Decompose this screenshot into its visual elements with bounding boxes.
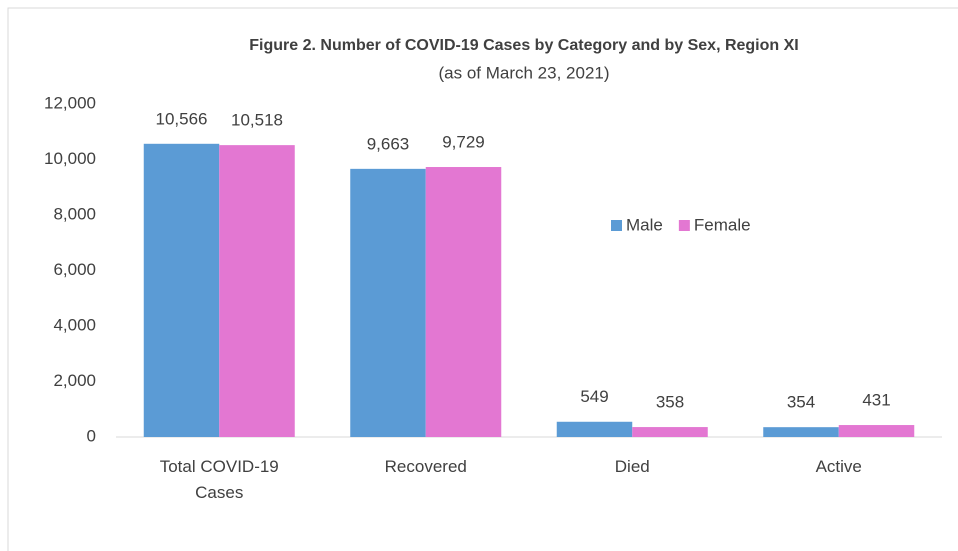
data-label: 358 — [656, 393, 684, 412]
chart-subtitle: (as of March 23, 2021) — [438, 63, 609, 82]
x-tick-label: Died — [614, 457, 650, 476]
data-label: 10,566 — [156, 109, 208, 128]
data-label: 431 — [862, 391, 890, 410]
bar — [556, 421, 633, 437]
data-label: 10,518 — [231, 111, 283, 130]
y-tick-label: 4,000 — [53, 315, 96, 334]
legend-swatch — [678, 220, 690, 231]
bar — [632, 427, 708, 437]
bar — [763, 427, 839, 437]
bar — [425, 167, 502, 437]
bar — [350, 168, 426, 437]
y-tick-label: 10,000 — [44, 149, 96, 168]
y-tick-label: 6,000 — [53, 260, 96, 279]
chart-border — [7, 7, 958, 551]
y-tick-label: 0 — [87, 426, 96, 445]
legend-swatch — [611, 220, 622, 231]
x-tick-label: Recovered — [384, 457, 467, 476]
bar — [838, 425, 915, 437]
data-label: 354 — [787, 393, 815, 412]
y-tick-label: 12,000 — [44, 93, 96, 112]
data-label: 9,729 — [442, 133, 485, 152]
bar — [143, 143, 220, 437]
bar — [219, 145, 295, 438]
x-tick-label: Active — [815, 457, 862, 476]
chart-title: Figure 2. Number of COVID-19 Cases by Ca… — [249, 37, 798, 54]
data-label: 9,663 — [367, 134, 410, 153]
legend-label: Female — [694, 215, 751, 234]
x-tick-label: Total COVID-19 Cases — [159, 457, 279, 502]
y-tick-label: 8,000 — [53, 204, 96, 223]
data-label: 549 — [580, 387, 608, 406]
y-tick-label: 2,000 — [53, 371, 96, 390]
legend-label: Male — [626, 215, 663, 234]
